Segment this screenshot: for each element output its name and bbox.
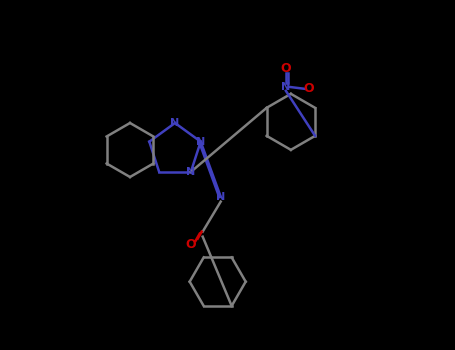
Text: O: O	[185, 238, 196, 251]
Text: N: N	[196, 136, 205, 147]
Text: N: N	[216, 192, 225, 202]
Text: O: O	[303, 82, 314, 95]
Text: N: N	[186, 167, 196, 177]
Text: N: N	[170, 118, 180, 128]
Text: O: O	[281, 62, 291, 75]
Text: N: N	[281, 82, 290, 92]
